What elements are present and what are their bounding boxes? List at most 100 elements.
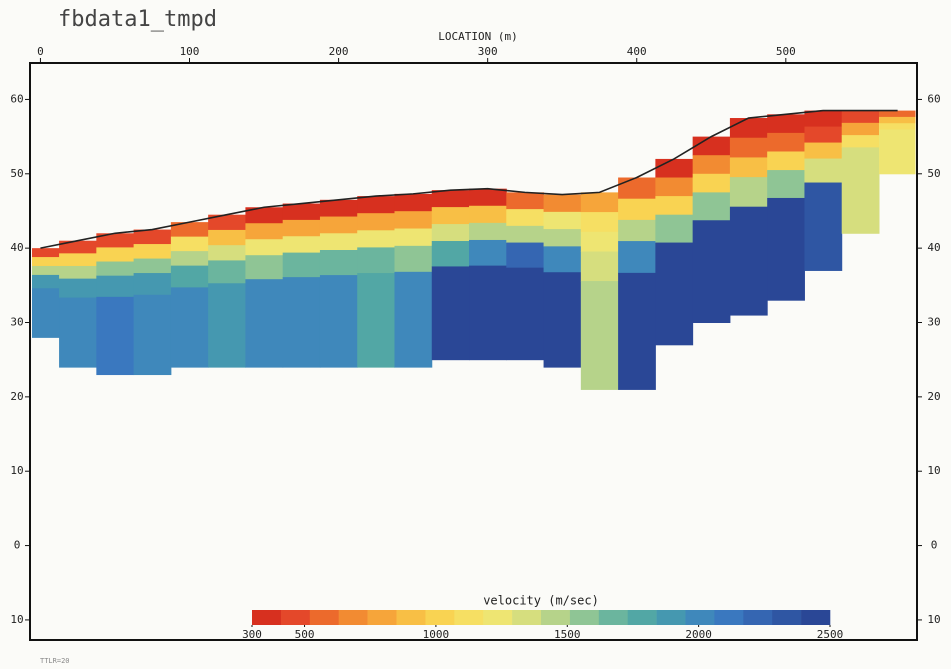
velocity-cell xyxy=(319,250,358,276)
velocity-cell xyxy=(431,207,470,225)
velocity-cell xyxy=(170,251,209,267)
surface-line xyxy=(40,109,898,249)
velocity-cell xyxy=(655,242,694,346)
velocity-cell xyxy=(729,157,768,178)
velocity-cell xyxy=(245,255,284,280)
velocity-cell xyxy=(431,241,470,267)
x-tick-label: 0 xyxy=(37,45,44,58)
velocity-cell xyxy=(394,228,433,247)
y-tick-label-right: 60 xyxy=(927,92,940,105)
velocity-cell xyxy=(878,123,916,131)
velocity-cell xyxy=(394,271,433,368)
velocity-cell xyxy=(543,246,582,273)
velocity-cell xyxy=(96,247,135,263)
velocity-cell xyxy=(767,197,805,301)
velocity-cell xyxy=(841,165,880,234)
velocity-cell xyxy=(692,192,731,221)
velocity-cell xyxy=(543,211,582,230)
velocity-cell xyxy=(245,239,284,256)
velocity-cell xyxy=(133,258,172,274)
velocity-cell xyxy=(729,118,768,139)
velocity-cell xyxy=(841,135,880,148)
x-tick-label: 100 xyxy=(180,45,200,58)
velocity-cell xyxy=(357,273,395,368)
velocity-cell xyxy=(580,231,619,252)
velocity-cell xyxy=(357,196,395,214)
velocity-cell xyxy=(878,139,916,175)
velocity-cell xyxy=(32,248,60,258)
colorbar-swatch xyxy=(396,610,426,625)
velocity-cell xyxy=(655,196,694,216)
velocity-cell xyxy=(208,283,246,368)
velocity-cell xyxy=(59,265,97,280)
velocity-cell xyxy=(618,219,656,242)
velocity-cell xyxy=(357,247,395,274)
velocity-cell xyxy=(319,233,358,251)
colorbar-tick-label: 1000 xyxy=(423,628,450,641)
velocity-cell xyxy=(431,190,470,208)
velocity-cell xyxy=(282,277,321,368)
colorbar-swatch xyxy=(512,610,542,625)
colorbar-swatch xyxy=(541,610,571,625)
colorbar-tick-label: 2000 xyxy=(685,628,712,641)
velocity-cell xyxy=(282,219,321,237)
y-tick-label-left: 10 xyxy=(10,464,23,477)
velocity-cell xyxy=(729,137,768,158)
velocity-cell xyxy=(618,198,656,221)
velocity-cell xyxy=(469,188,507,207)
velocity-cell xyxy=(655,158,694,179)
velocity-cell xyxy=(841,110,880,124)
velocity-cell xyxy=(394,193,433,212)
y-tick-label-right: 10 xyxy=(927,464,940,477)
velocity-cell xyxy=(618,272,656,390)
velocity-cell xyxy=(580,281,619,390)
velocity-cell xyxy=(692,136,731,156)
velocity-cell xyxy=(59,240,97,254)
colorbar-swatch xyxy=(598,610,628,625)
velocity-cell xyxy=(394,211,433,230)
velocity-cell xyxy=(618,241,656,274)
velocity-cell xyxy=(170,287,209,368)
velocity-cell xyxy=(655,177,694,197)
velocity-cell xyxy=(469,265,507,361)
velocity-cell xyxy=(506,192,545,210)
velocity-cell xyxy=(841,147,880,167)
velocity-cell xyxy=(767,170,805,199)
x-tick-label: 200 xyxy=(329,45,349,58)
velocity-cell xyxy=(692,155,731,175)
velocity-cell xyxy=(394,245,433,273)
velocity-cell xyxy=(767,132,805,152)
velocity-cell xyxy=(618,177,656,200)
velocity-cell xyxy=(59,278,97,299)
velocity-cell xyxy=(580,251,619,282)
plot-frame xyxy=(29,62,918,641)
velocity-cell xyxy=(841,122,880,136)
colorbar-tick-label: 300 xyxy=(242,628,262,641)
y-tick-label-left: 0 xyxy=(14,539,21,552)
y-tick-label-left: 40 xyxy=(10,241,23,254)
velocity-cell xyxy=(282,236,321,254)
velocity-cell xyxy=(170,265,209,288)
velocity-cell xyxy=(282,252,321,278)
velocity-cell xyxy=(59,253,97,267)
note: TTLR=20 xyxy=(40,657,70,665)
velocity-cell xyxy=(543,229,582,247)
colorbar-swatch xyxy=(801,610,831,625)
y-tick-label-right: 10 xyxy=(927,613,940,626)
velocity-cell xyxy=(804,142,843,160)
velocity-cell xyxy=(543,272,582,368)
velocity-cell xyxy=(469,222,507,241)
velocity-cell xyxy=(469,239,507,267)
x-tick-label: 300 xyxy=(478,45,498,58)
colorbar-swatch xyxy=(743,610,773,625)
velocity-cell xyxy=(804,110,843,128)
velocity-cell xyxy=(32,257,60,267)
velocity-cell xyxy=(245,279,284,368)
colorbar-swatch xyxy=(454,610,484,625)
velocity-cell xyxy=(543,194,582,213)
velocity-cell xyxy=(357,230,395,248)
velocity-cell xyxy=(804,182,843,271)
velocity-cell xyxy=(170,222,209,238)
velocity-cell xyxy=(133,294,172,376)
